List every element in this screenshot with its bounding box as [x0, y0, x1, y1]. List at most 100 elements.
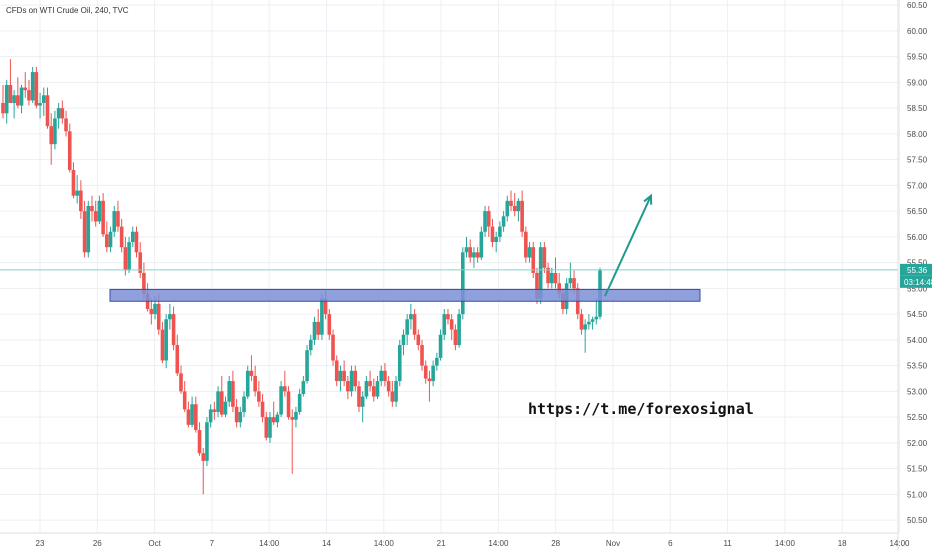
- candle-body: [431, 365, 435, 382]
- candle-body: [271, 417, 276, 423]
- trend-arrow-line[interactable]: [604, 195, 652, 297]
- candle-body: [49, 126, 54, 145]
- time-tick-label: 14: [322, 539, 331, 548]
- candle-body: [416, 334, 421, 346]
- candle-body: [301, 381, 306, 394]
- candle-body: [509, 200, 513, 206]
- candle-body: [442, 314, 447, 335]
- candle-body: [483, 211, 487, 232]
- candle-body: [334, 360, 339, 382]
- last-price-badge: [900, 263, 932, 276]
- candle-body: [397, 345, 402, 382]
- candle-body: [101, 200, 105, 235]
- candle-body: [394, 381, 398, 402]
- candle-body: [64, 118, 68, 132]
- candle-body: [186, 409, 191, 425]
- candle-body: [27, 90, 31, 101]
- candle-body: [245, 370, 250, 397]
- candle-body: [264, 417, 269, 438]
- candle-body: [93, 211, 98, 222]
- time-tick-label: 7: [210, 539, 215, 548]
- candle-body: [8, 84, 13, 103]
- candle-body: [67, 131, 72, 170]
- candle-body: [275, 414, 280, 423]
- candle-body: [105, 234, 109, 248]
- candle-body: [149, 308, 154, 315]
- candle-body: [216, 391, 220, 412]
- candle-body: [190, 404, 194, 425]
- candle-body: [231, 381, 235, 407]
- price-tick-label: 56.50: [907, 207, 928, 216]
- candle-body: [438, 334, 443, 358]
- candle-body: [175, 345, 180, 374]
- candle-body: [435, 357, 439, 366]
- time-axis[interactable]: 23 26 Oct 7 14:00 14 14:00 21 14:00 28 Nov 6 11 14:00…: [0, 532, 932, 548]
- candle-body: [208, 409, 213, 423]
- candle-body: [286, 391, 291, 418]
- candle-body: [268, 417, 272, 438]
- candle-body: [56, 108, 61, 119]
- price-tick-label: 60.00: [907, 27, 928, 36]
- price-tick-label: 58.00: [907, 130, 928, 139]
- time-tick-label: 14:00: [259, 539, 280, 548]
- time-tick-label: 14:00: [488, 539, 509, 548]
- candle-body: [312, 321, 317, 340]
- candle-body: [420, 345, 424, 366]
- candle-body: [338, 370, 343, 382]
- candle-body: [134, 231, 139, 253]
- candle-body: [457, 314, 461, 346]
- candle-body: [409, 314, 413, 320]
- price-axis[interactable]: 50.50 51.00 51.50 52.00 52.50 53.00 53.50 54.00…: [897, 0, 932, 550]
- candle-body: [171, 314, 176, 346]
- candle-body: [342, 370, 346, 382]
- candles: [1, 59, 602, 495]
- candle-body: [579, 314, 584, 330]
- candle-body: [238, 411, 243, 423]
- candle-body: [512, 205, 517, 212]
- candle-body: [182, 391, 187, 410]
- candle-body: [346, 381, 350, 392]
- candle-body: [505, 200, 510, 217]
- time-tick-label: 28: [551, 539, 560, 548]
- price-tick-label: 51.50: [907, 465, 928, 474]
- candle-body: [297, 393, 302, 412]
- candle-body: [260, 401, 265, 418]
- candle-body: [86, 205, 91, 253]
- candle-body: [527, 247, 532, 258]
- support-zone[interactable]: [109, 288, 701, 302]
- time-tick-label: Nov: [606, 539, 620, 548]
- candle-body: [531, 247, 536, 273]
- candle-body: [90, 205, 94, 212]
- candle-body: [423, 365, 428, 379]
- candle-body: [75, 190, 79, 196]
- candle-body: [197, 430, 202, 454]
- candle-body: [116, 211, 120, 227]
- candle-body: [153, 303, 157, 315]
- price-tick-label: 57.00: [907, 181, 928, 190]
- candle-body: [587, 321, 591, 325]
- time-tick-label: 14:00: [889, 539, 910, 548]
- candle-body: [97, 200, 102, 222]
- chart-title: CFDs on WTI Crude Oil, 240, TVC: [6, 6, 129, 15]
- last-price-label: 55.36: [907, 266, 928, 275]
- watermark-link[interactable]: https://t.me/forexosignal: [528, 400, 754, 418]
- candle-body: [19, 87, 24, 106]
- candle-body: [549, 272, 554, 284]
- candle-body: [1, 102, 5, 114]
- candle-body: [112, 211, 117, 232]
- price-tick-label: 51.00: [907, 490, 928, 499]
- candle-body: [449, 319, 454, 330]
- candle-body: [119, 226, 124, 248]
- candle-body: [227, 381, 231, 402]
- candle-body: [568, 278, 573, 284]
- candle-body: [249, 370, 254, 376]
- candle-body: [553, 272, 558, 284]
- candle-body: [294, 411, 298, 420]
- price-tick-label: 55.00: [907, 284, 928, 293]
- candle-body: [82, 211, 87, 253]
- price-tick-label: 60.50: [907, 1, 928, 10]
- time-tick-label: 11: [723, 539, 732, 548]
- candle-body: [472, 252, 476, 258]
- candle-body: [520, 200, 524, 232]
